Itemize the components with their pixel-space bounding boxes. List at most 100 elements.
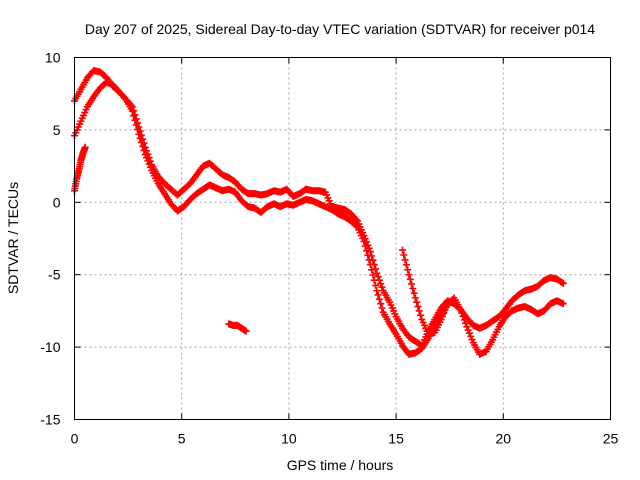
data-point (242, 327, 250, 335)
data-point (375, 295, 383, 303)
data-point (462, 319, 470, 327)
data-point (411, 294, 419, 302)
data-point (136, 134, 144, 142)
series-track-d (225, 320, 250, 335)
data-point (458, 309, 466, 317)
data-point (140, 146, 148, 154)
plot-frame (74, 57, 611, 420)
data-point (456, 305, 464, 313)
data-point (377, 300, 385, 308)
data-point (410, 289, 418, 297)
data-point (405, 271, 413, 279)
data-point (414, 303, 422, 311)
data-point (438, 312, 446, 320)
data-point (400, 251, 408, 259)
y-tick-label: -15 (40, 412, 60, 428)
data-points (71, 67, 567, 358)
data-point (370, 276, 378, 284)
data-point (467, 332, 475, 340)
y-tick-label: 5 (53, 122, 61, 138)
data-point (141, 151, 149, 159)
data-point (128, 107, 136, 115)
data-point (374, 291, 382, 299)
data-point (143, 154, 151, 162)
data-point (404, 266, 412, 274)
data-point (132, 121, 140, 129)
data-point (374, 273, 382, 281)
data-point (145, 160, 153, 168)
data-point (139, 142, 147, 150)
gridlines (74, 57, 611, 420)
data-point (81, 143, 89, 151)
data-point (399, 246, 407, 254)
data-point (364, 251, 372, 259)
data-point (401, 256, 409, 264)
data-point (559, 279, 567, 287)
data-point (415, 307, 423, 315)
data-point (409, 285, 417, 293)
data-point (373, 269, 381, 277)
data-point (408, 280, 416, 288)
x-tick-label: 0 (71, 431, 79, 447)
data-point (372, 265, 380, 273)
y-tick-label: 0 (53, 194, 61, 210)
x-tick-label: 10 (281, 431, 297, 447)
data-point (377, 280, 385, 288)
series-track-e (399, 246, 452, 338)
data-point (137, 138, 145, 146)
data-point (372, 281, 380, 289)
y-tick-label: -5 (48, 267, 61, 283)
data-point (365, 256, 373, 264)
y-tick-label: 10 (45, 50, 61, 66)
data-point (378, 304, 386, 312)
x-tick-label: 25 (603, 431, 619, 447)
data-point (465, 329, 473, 337)
data-point (459, 312, 467, 320)
data-point (378, 283, 386, 291)
x-axis-label: GPS time / hours (287, 457, 394, 473)
axis-ticks (74, 57, 611, 420)
data-point (373, 287, 381, 295)
data-point (413, 298, 421, 306)
data-point (135, 130, 143, 138)
data-point (559, 300, 567, 308)
data-point (437, 316, 445, 324)
data-point (360, 237, 368, 245)
data-point (368, 266, 376, 274)
data-point (146, 163, 154, 171)
data-point (417, 311, 425, 319)
data-point (363, 247, 371, 255)
data-point (440, 309, 448, 317)
data-point (460, 316, 468, 324)
data-point (464, 326, 472, 334)
y-axis-label: SDTVAR / TECUs (5, 182, 21, 294)
data-point (352, 222, 360, 230)
x-tick-label: 20 (496, 431, 512, 447)
data-point (366, 248, 374, 256)
data-point (144, 157, 152, 165)
data-point (442, 303, 450, 311)
x-tick-label: 15 (388, 431, 404, 447)
data-point (121, 94, 129, 102)
data-point (369, 271, 377, 279)
data-point (366, 261, 374, 269)
data-point (402, 261, 410, 269)
series-track-a (71, 67, 567, 350)
series-track-b (71, 78, 567, 358)
chart-title: Day 207 of 2025, Sidereal Day-to-day VTE… (85, 21, 595, 37)
data-point (134, 126, 142, 134)
x-tick-label: 5 (178, 431, 186, 447)
data-point (463, 323, 471, 331)
data-point (558, 279, 566, 287)
data-point (131, 116, 139, 124)
data-point (130, 112, 138, 120)
y-tick-label: -10 (40, 339, 60, 355)
data-point (361, 242, 369, 250)
data-point (444, 300, 452, 308)
data-point (468, 336, 476, 344)
tick-labels: 0 5 10 15 20 25 -15 -10 -5 0 5 10 (40, 50, 618, 447)
data-point (441, 306, 449, 314)
series-track-c (71, 143, 89, 195)
data-point (352, 216, 360, 224)
